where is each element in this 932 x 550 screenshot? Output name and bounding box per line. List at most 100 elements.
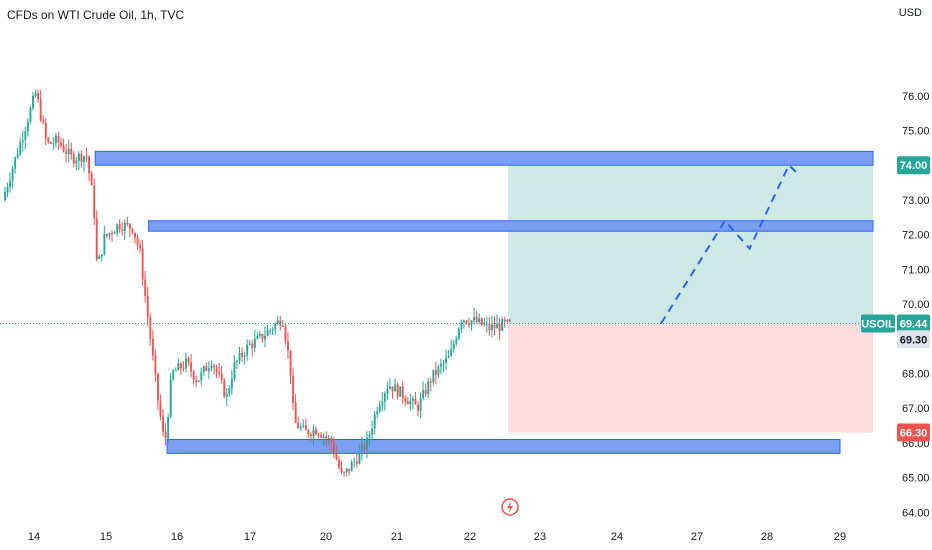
candle-body <box>213 365 215 368</box>
candle-body <box>238 352 241 361</box>
candle-body <box>386 388 389 394</box>
candle-body <box>322 436 325 438</box>
candle-body <box>205 366 208 371</box>
candle-body <box>108 233 111 236</box>
candle-body <box>299 426 302 429</box>
projection-layer <box>660 163 801 325</box>
candle-body <box>447 355 450 358</box>
stop-area <box>508 323 873 433</box>
price-tick-1: 76.00 <box>902 91 930 103</box>
candle-body <box>131 228 134 233</box>
candle-body <box>361 444 363 452</box>
candle-body <box>491 324 493 331</box>
zone-rect-2 <box>148 220 874 232</box>
candle-body <box>144 279 147 297</box>
candle-body <box>376 411 379 415</box>
candle-body <box>429 381 432 383</box>
candle-body <box>172 370 175 380</box>
candle-body <box>406 401 409 405</box>
candle-body <box>75 160 78 164</box>
candle-body <box>72 154 75 164</box>
price-tick-2: 75.00 <box>902 126 930 138</box>
candle-body <box>289 350 292 376</box>
candle-body <box>154 355 157 374</box>
candle-body <box>457 328 460 339</box>
candle-body <box>230 378 233 389</box>
candle-body <box>223 379 226 397</box>
entry-label: 69.30 <box>900 334 928 346</box>
candle-body <box>485 323 488 325</box>
candle-body <box>394 384 397 392</box>
candle-body <box>126 222 129 224</box>
candle-body <box>67 148 70 155</box>
candle-body <box>236 360 238 363</box>
candle-body <box>417 404 419 412</box>
candle-layer <box>4 89 511 477</box>
time-tick-17: 17 <box>244 531 256 543</box>
target-label-bg <box>897 156 930 175</box>
candle-body <box>343 472 346 474</box>
stop-label-bg <box>897 423 930 442</box>
candle-body <box>85 156 88 158</box>
candle-body <box>452 343 455 350</box>
candle-body <box>93 185 96 219</box>
candle-body <box>445 357 448 363</box>
price-tick-9: 68.00 <box>902 369 930 381</box>
candle-body <box>37 93 40 100</box>
candle-body <box>317 434 320 436</box>
price-tick-10: 67.00 <box>902 403 930 415</box>
candle-body <box>14 157 17 169</box>
candle-body <box>159 400 162 417</box>
candle-body <box>32 96 34 109</box>
chart-title: CFDs on WTI Crude Oil, 1h, TVC <box>7 8 185 22</box>
price-axis: 76.0075.0074.0073.0072.0071.0070.0069.00… <box>902 91 930 520</box>
candle-body <box>169 379 172 417</box>
candle-body <box>340 467 343 473</box>
candle-body <box>271 329 274 331</box>
candle-body <box>16 154 19 158</box>
candle-body <box>77 153 80 161</box>
candle-body <box>345 468 348 473</box>
candle-body <box>496 323 499 329</box>
candle-body <box>39 99 42 120</box>
candle-body <box>320 435 323 438</box>
candle-body <box>215 367 218 373</box>
candle-body <box>373 414 376 429</box>
symbol-label-bg <box>861 314 895 333</box>
time-tick-24: 24 <box>611 531 623 543</box>
candle-body <box>381 401 384 406</box>
time-tick-20: 20 <box>320 531 332 543</box>
time-tick-22: 22 <box>464 531 476 543</box>
candle-body <box>335 453 338 460</box>
candle-body <box>480 318 483 325</box>
lightning-icon <box>507 501 513 513</box>
candle-body <box>419 398 422 412</box>
candle-body <box>246 344 249 356</box>
candle-body <box>177 363 180 371</box>
candle-body <box>434 369 437 375</box>
time-tick-23: 23 <box>534 531 546 543</box>
candle-body <box>21 140 24 143</box>
candle-body <box>261 333 264 340</box>
candle-body <box>315 429 317 435</box>
candle-body <box>307 430 310 435</box>
candle-body <box>83 156 85 163</box>
candle-body <box>483 324 486 326</box>
candle-body <box>460 322 463 329</box>
candle-body <box>269 329 272 331</box>
candle-body <box>11 168 14 181</box>
time-tick-21: 21 <box>391 531 403 543</box>
candle-body <box>468 323 470 325</box>
candle-body <box>208 368 210 371</box>
candle-body <box>146 296 149 318</box>
candle-body <box>412 398 414 401</box>
time-axis: 14 15 16 17 20 21 22 23 24 27 28 29 <box>28 531 846 543</box>
candle-body <box>174 370 177 372</box>
stop-label: 66.30 <box>900 428 928 440</box>
candle-body <box>383 393 386 402</box>
candle-body <box>157 373 159 401</box>
candle-body <box>60 142 62 146</box>
candle-body <box>325 436 328 439</box>
candle-body <box>493 324 496 329</box>
